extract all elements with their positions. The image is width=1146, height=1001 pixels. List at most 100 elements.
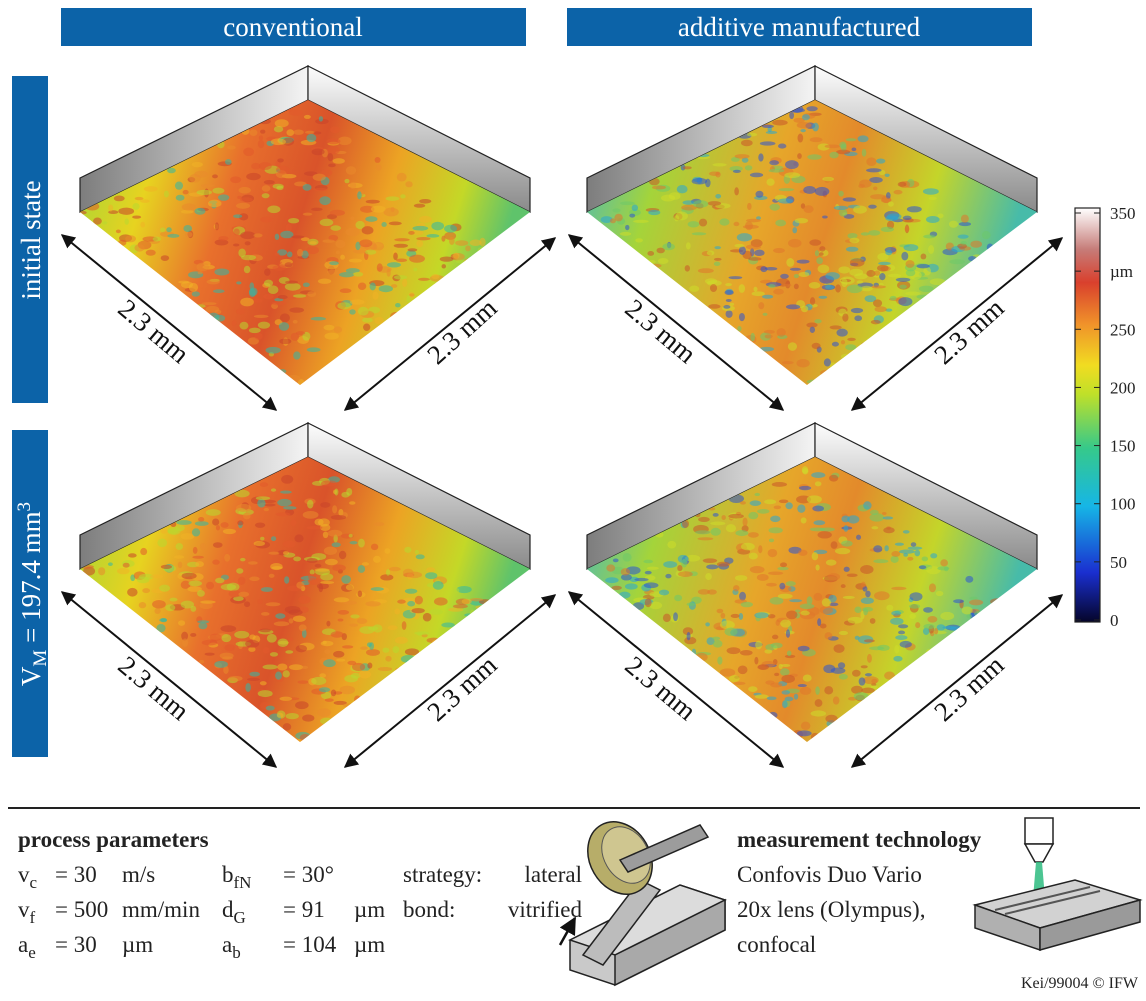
texture-spot: [287, 251, 293, 257]
texture-spot: [901, 252, 908, 261]
texture-spot: [708, 201, 721, 205]
texture-spot: [845, 344, 856, 350]
texture-spot: [410, 317, 425, 323]
texture-spot: [839, 631, 848, 635]
texture-spot: [711, 528, 721, 536]
texture-spot: [815, 699, 823, 707]
texture-spot: [758, 664, 769, 670]
texture-spot: [346, 584, 354, 590]
texture-spot: [475, 605, 484, 609]
texture-spot: [898, 297, 912, 306]
parameter-symbol-main: v: [18, 862, 30, 887]
texture-spot: [886, 338, 897, 344]
texture-spot: [264, 508, 269, 511]
texture-spot: [306, 134, 316, 142]
texture-spot: [366, 649, 380, 656]
texture-spot: [299, 624, 307, 631]
texture-spot: [785, 160, 799, 169]
texture-spot: [915, 550, 921, 557]
texture-spot: [181, 601, 194, 609]
texture-spot: [349, 259, 362, 263]
texture-spot: [287, 375, 301, 382]
texture-spot: [769, 527, 783, 533]
parameter-unit: µm: [354, 897, 385, 922]
texture-spot: [768, 712, 777, 719]
texture-spot: [877, 265, 889, 272]
texture-spot: [739, 592, 746, 601]
texture-spot: [343, 703, 356, 707]
texture-spot: [423, 613, 432, 622]
texture-spot: [870, 513, 885, 521]
texture-spot: [363, 324, 370, 331]
texture-spot: [358, 282, 366, 290]
parameter-symbol-main: a: [222, 932, 232, 957]
texture-spot: [264, 180, 275, 185]
texture-spot: [832, 342, 839, 347]
texture-spot: [245, 241, 251, 245]
texture-spot: [934, 628, 938, 634]
texture-spot: [289, 664, 303, 670]
texture-spot: [625, 583, 638, 589]
texture-spot: [874, 270, 880, 276]
texture-spot: [673, 612, 678, 621]
texture-spot: [825, 272, 840, 280]
texture-spot: [193, 547, 198, 554]
texture-spot: [276, 166, 289, 174]
texture-spot: [199, 660, 204, 664]
texture-spot: [360, 344, 376, 351]
texture-spot: [150, 575, 163, 579]
texture-spot: [909, 614, 916, 619]
texture-spot: [698, 268, 714, 273]
texture-spot: [360, 646, 368, 650]
texture-spot: [224, 644, 235, 651]
texture-spot: [189, 283, 198, 292]
texture-spot: [965, 648, 975, 655]
texture-spot: [825, 715, 837, 723]
texture-spot: [938, 300, 947, 303]
texture-spot: [125, 235, 136, 242]
tool-value: vitrified: [508, 897, 583, 922]
texture-spot: [764, 499, 776, 504]
texture-spot: [801, 306, 808, 313]
texture-spot: [854, 273, 868, 279]
texture-spot: [192, 556, 204, 559]
texture-spot: [485, 253, 500, 261]
texture-spot: [969, 599, 983, 605]
parameter-subscript: G: [234, 908, 246, 927]
texture-spot: [326, 138, 340, 144]
texture-spot: [239, 187, 251, 194]
texture-spot: [388, 625, 398, 630]
texture-spot: [810, 327, 815, 333]
texture-spot: [841, 584, 846, 588]
texture-spot: [389, 222, 402, 226]
texture-spot: [398, 315, 410, 324]
texture-spot: [983, 641, 997, 644]
texture-spot: [916, 295, 930, 299]
texture-spot: [243, 148, 254, 157]
texture-spot: [772, 120, 788, 126]
texture-spot: [698, 589, 710, 595]
texture-spot: [261, 587, 273, 592]
texture-spot: [979, 275, 995, 282]
texture-spot: [134, 244, 144, 251]
texture-spot: [978, 627, 987, 633]
texture-spot: [948, 285, 955, 290]
texture-spot: [214, 268, 229, 275]
texture-spot: [477, 258, 492, 266]
texture-spot: [320, 718, 333, 725]
texture-spot: [288, 218, 299, 223]
texture-spot: [408, 231, 415, 235]
texture-spot: [382, 680, 387, 686]
texture-spot: [407, 680, 418, 683]
texture-spot: [862, 149, 867, 157]
texture-spot: [898, 672, 912, 680]
texture-spot: [224, 554, 230, 562]
texture-spot: [233, 214, 242, 218]
texture-spot: [990, 598, 1004, 605]
texture-spot: [117, 568, 130, 574]
texture-spot: [313, 188, 327, 191]
texture-spot: [985, 629, 990, 635]
texture-spot: [488, 271, 498, 279]
texture-spot: [705, 278, 717, 284]
texture-spot: [285, 283, 301, 291]
